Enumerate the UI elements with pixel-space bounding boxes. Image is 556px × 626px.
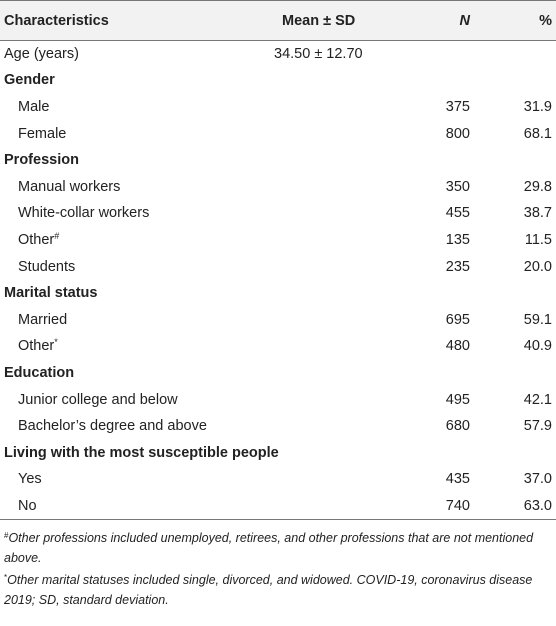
row-n: 375: [445, 98, 470, 115]
age-mean-sd: 34.50 ± 12.70: [274, 46, 363, 63]
table-row: Manual workers 350 29.8: [0, 173, 556, 200]
row-mean-sd: [248, 227, 388, 254]
group-label-gender: Gender: [4, 72, 55, 89]
row-n: 235: [445, 258, 470, 275]
row-n: 135: [445, 231, 470, 248]
row-n: 495: [445, 391, 470, 408]
table-row: Other* 480 40.9: [0, 333, 556, 360]
row-n: 455: [445, 205, 470, 222]
row-label: Yes: [18, 471, 42, 488]
table-row: No 740 63.0: [0, 492, 556, 520]
row-n: 480: [445, 338, 470, 355]
group-row-profession: Profession: [0, 147, 556, 174]
row-label: White-collar workers: [18, 205, 150, 222]
row-mean-sd: [248, 466, 388, 493]
row-label: No: [0, 492, 248, 520]
table-row: Bachelor’s degree and above 680 57.9: [0, 413, 556, 440]
header-percent: %: [476, 0, 556, 41]
row-pct: 59.1: [523, 311, 552, 328]
row-n: 680: [445, 418, 470, 435]
footnote-mark: #: [4, 530, 9, 540]
table-row: Male 375 31.9: [0, 94, 556, 121]
row-mean-sd: [248, 413, 388, 440]
table-row: Married 695 59.1: [0, 306, 556, 333]
footnote-marital: *Other marital statuses included single,…: [4, 570, 552, 610]
demographics-table: Characteristics Mean ± SD N % Age (years…: [0, 0, 556, 520]
row-pct: 68.1: [523, 125, 552, 142]
row-mean-sd: [248, 253, 388, 280]
header-characteristics: Characteristics: [0, 0, 248, 41]
row-pct: 31.9: [523, 98, 552, 115]
row-mean-sd: [248, 386, 388, 413]
row-label-text: Other: [18, 338, 55, 355]
group-row-living-with: Living with the most susceptible people: [0, 439, 556, 466]
table-row: Junior college and below 495 42.1: [0, 386, 556, 413]
age-pct: [476, 41, 556, 68]
row-label: Other#: [0, 227, 248, 254]
footnote-mark: *: [4, 572, 8, 582]
row-n: 740: [388, 492, 476, 520]
row-label: Other*: [0, 333, 248, 360]
row-pct: 37.0: [523, 471, 552, 488]
group-label-marital-status: Marital status: [4, 285, 98, 302]
demographics-table-container: Characteristics Mean ± SD N % Age (years…: [0, 0, 556, 610]
age-label: Age (years): [4, 46, 79, 63]
table-row: Female 800 68.1: [0, 120, 556, 147]
row-label: Junior college and below: [18, 391, 178, 408]
group-row-education: Education: [0, 360, 556, 387]
row-pct: 63.0: [476, 492, 556, 520]
row-pct: 38.7: [523, 205, 552, 222]
group-label-education: Education: [4, 364, 75, 381]
row-mean-sd: [248, 120, 388, 147]
group-row-gender: Gender: [0, 67, 556, 94]
row-n: 435: [445, 471, 470, 488]
footnote-marker: #: [54, 230, 60, 241]
row-mean-sd: [248, 94, 388, 121]
footnote-profession: #Other professions included unemployed, …: [4, 528, 552, 568]
row-mean-sd: [248, 200, 388, 227]
table-row: Other# 135 11.5: [0, 227, 556, 254]
row-label: Bachelor’s degree and above: [18, 418, 207, 435]
row-n: 695: [445, 311, 470, 328]
table-footnotes: #Other professions included unemployed, …: [0, 520, 556, 610]
row-mean-sd: [248, 333, 388, 360]
footnote-marker: *: [54, 337, 58, 348]
row-mean-sd: [248, 306, 388, 333]
group-row-marital-status: Marital status: [0, 280, 556, 307]
group-label-living-with: Living with the most susceptible people: [4, 444, 279, 461]
row-label: Manual workers: [18, 178, 121, 195]
footnote-text: Other professions included unemployed, r…: [4, 530, 534, 565]
table-header-row: Characteristics Mean ± SD N %: [0, 0, 556, 41]
row-label: Students: [18, 258, 76, 275]
row-pct: 57.9: [523, 418, 552, 435]
row-mean-sd: [248, 173, 388, 200]
row-label: Female: [18, 125, 67, 142]
header-n: N: [388, 0, 476, 41]
header-mean-sd: Mean ± SD: [248, 0, 388, 41]
row-pct: 40.9: [523, 338, 552, 355]
table-row: Students 235 20.0: [0, 253, 556, 280]
row-mean-sd: [248, 492, 388, 520]
row-n: 800: [445, 125, 470, 142]
row-n: 350: [445, 178, 470, 195]
row-pct: 42.1: [523, 391, 552, 408]
age-n: [388, 41, 476, 68]
footnote-text: Other marital statuses included single, …: [4, 572, 533, 607]
group-label-profession: Profession: [4, 152, 79, 169]
row-label: Male: [18, 98, 50, 115]
table-row: White-collar workers 455 38.7: [0, 200, 556, 227]
row-label: Married: [18, 311, 68, 328]
table-row: Yes 435 37.0: [0, 466, 556, 493]
row-label-text: Other: [18, 231, 55, 248]
row-pct: 29.8: [523, 178, 552, 195]
row-pct: 11.5: [524, 231, 552, 248]
row-pct: 20.0: [523, 258, 552, 275]
table-row-age: Age (years) 34.50 ± 12.70: [0, 41, 556, 68]
